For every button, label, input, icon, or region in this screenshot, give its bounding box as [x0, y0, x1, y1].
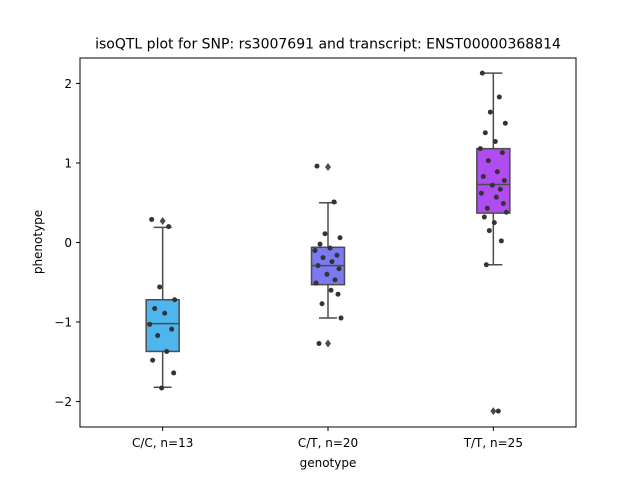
data-point: [484, 205, 490, 211]
data-point: [172, 297, 178, 303]
data-point: [159, 385, 165, 391]
data-point: [498, 238, 504, 244]
data-point: [486, 228, 492, 234]
data-point: [477, 146, 483, 152]
outlier-marker: [490, 407, 497, 416]
data-point: [327, 245, 333, 251]
data-point: [155, 333, 161, 339]
outlier-marker: [325, 339, 331, 348]
data-point: [478, 190, 484, 196]
data-point: [331, 199, 337, 205]
y-tick-label: 2: [64, 77, 72, 91]
data-point: [162, 310, 168, 316]
x-axis-label: genotype: [300, 456, 357, 470]
data-point: [313, 280, 319, 286]
data-point: [494, 169, 500, 175]
x-tick-label: C/T, n=20: [298, 436, 358, 450]
x-tick-label: C/C, n=13: [132, 436, 193, 450]
data-point: [479, 70, 485, 76]
data-point: [315, 263, 321, 269]
data-point: [335, 291, 341, 297]
data-point: [322, 231, 328, 237]
data-point: [157, 284, 163, 290]
outlier-marker: [325, 162, 331, 171]
data-point: [316, 340, 322, 346]
data-point: [481, 214, 487, 220]
data-point: [338, 315, 344, 321]
y-axis-label: phenotype: [31, 210, 45, 274]
data-point: [503, 209, 509, 215]
data-point: [500, 201, 506, 207]
data-point: [171, 370, 177, 376]
data-point: [502, 120, 508, 126]
data-point: [150, 357, 156, 363]
data-point: [149, 216, 155, 222]
data-point: [501, 177, 507, 183]
data-point: [491, 220, 497, 226]
data-point: [166, 224, 172, 230]
data-point: [492, 139, 498, 145]
data-point: [319, 301, 325, 307]
x-tick-label: T/T, n=25: [463, 436, 523, 450]
data-point: [480, 173, 486, 179]
data-point: [487, 109, 493, 115]
data-point: [169, 326, 175, 332]
data-point: [493, 194, 499, 200]
data-point: [483, 262, 489, 268]
chart-title: isoQTL plot for SNP: rs3007691 and trans…: [95, 37, 561, 53]
data-point: [164, 348, 170, 354]
outlier-marker: [159, 217, 166, 226]
data-point: [320, 255, 326, 261]
y-tick-label: 0: [64, 236, 72, 250]
data-point: [329, 259, 335, 265]
data-point: [332, 277, 338, 283]
data-point: [314, 163, 320, 169]
data-point: [336, 266, 342, 272]
data-point: [317, 241, 323, 247]
data-point: [337, 235, 343, 241]
data-point: [312, 247, 318, 253]
data-point: [482, 130, 488, 136]
y-tick-label: −2: [54, 395, 72, 409]
data-point: [334, 252, 340, 258]
data-point: [324, 271, 330, 277]
y-tick-label: 1: [64, 156, 72, 170]
data-point: [328, 287, 334, 293]
data-point: [495, 408, 501, 414]
data-point: [485, 158, 491, 164]
plot-area: C/C, n=13 C/T, n=20 T/T, n=25 2 1 0 −1 −2: [54, 57, 577, 450]
data-point: [496, 94, 502, 100]
data-point: [152, 306, 158, 312]
y-tick-label: −1: [54, 316, 72, 330]
data-point: [147, 321, 153, 327]
data-point: [499, 150, 505, 156]
plot-frame: [79, 57, 577, 428]
data-point: [489, 182, 495, 188]
data-point: [497, 186, 503, 192]
